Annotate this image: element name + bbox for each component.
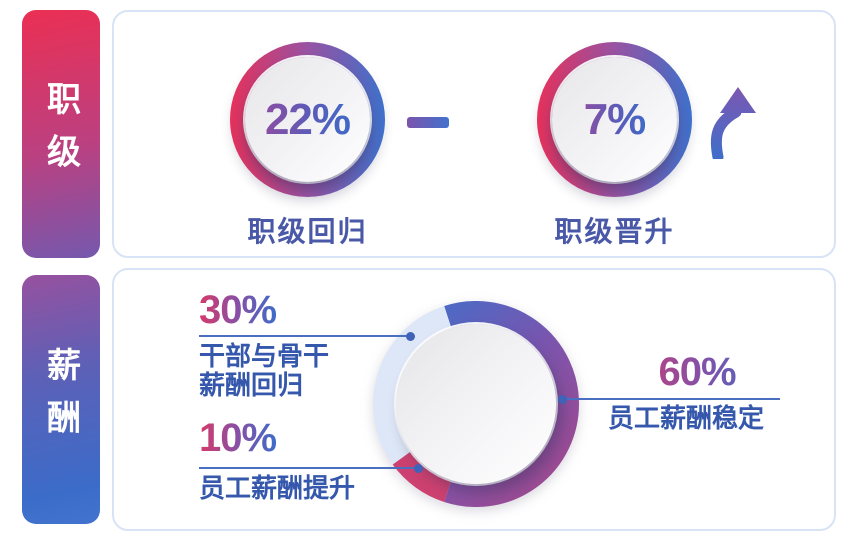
- callout-60-value: 60%: [614, 352, 780, 392]
- rank-return-value: 22%: [264, 94, 351, 144]
- salary-donut-core: [396, 324, 556, 484]
- rank-promotion-caption: 职级晋升: [554, 216, 675, 247]
- callout-10-value: 10%: [199, 416, 277, 460]
- rank-return-ring: 22%: [230, 42, 385, 197]
- callout-10-leader-line: [199, 467, 420, 469]
- donut-slice: [392, 450, 452, 502]
- callout-60-label: 员工薪酬稳定: [607, 403, 764, 433]
- minus-icon: [407, 117, 449, 128]
- callout-30-leader-dot: [406, 332, 415, 341]
- salary-tab-label: 薪酬: [41, 346, 80, 453]
- callout-30-label-line1: 干部与骨干: [199, 341, 330, 371]
- callout-60-leader-dot: [558, 395, 567, 404]
- salary-panel: 30% 干部与骨干 薪酬回归 10% 员工薪酬提升 60% 员工薪酬稳定: [112, 268, 836, 531]
- callout-30-label-line2: 薪酬回归: [199, 370, 304, 400]
- section-tab-salary: 薪酬: [22, 275, 100, 524]
- rank-panel: 22% 职级回归 7% 职级晋升: [112, 10, 836, 258]
- donut-slice: [444, 301, 579, 507]
- callout-30-value: 30%: [199, 288, 277, 332]
- rank-promotion-value: 7%: [583, 94, 647, 144]
- section-tab-rank: 职级: [22, 10, 100, 258]
- callout-30-leader-line: [199, 335, 411, 337]
- up-arrow-icon: [710, 87, 756, 159]
- rank-promotion-ring: 7%: [537, 42, 692, 197]
- rank-promotion-ring-inner: 7%: [552, 57, 677, 182]
- callout-60-leader-line: [562, 398, 780, 400]
- rank-return-ring-inner: 22%: [245, 57, 370, 182]
- callout-10-leader-dot: [414, 464, 423, 473]
- rank-tab-label: 职级: [41, 81, 80, 187]
- callout-10-label: 员工薪酬提升: [199, 473, 356, 503]
- salary-donut-svg: [373, 301, 579, 507]
- donut-slice: [373, 306, 452, 465]
- rank-return-caption: 职级回归: [247, 216, 368, 247]
